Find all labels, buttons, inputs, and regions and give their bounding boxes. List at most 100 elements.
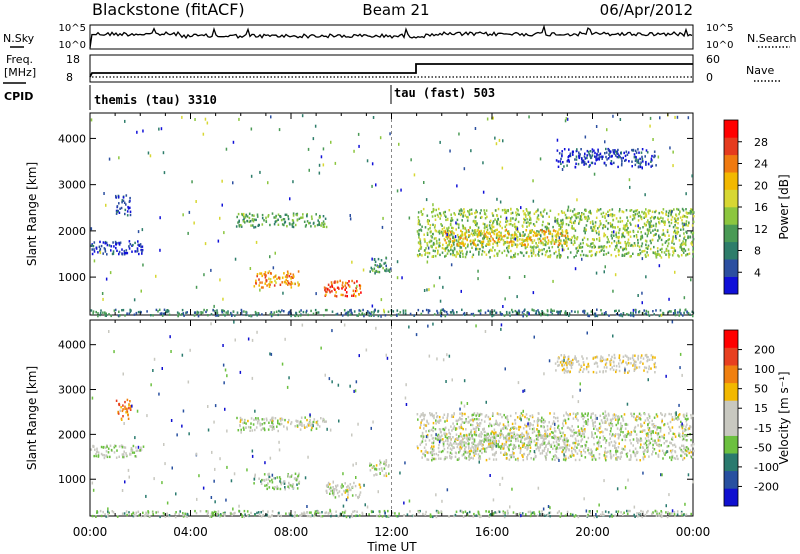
echo-cell (109, 444, 112, 447)
echo-cell (446, 237, 449, 240)
echo-cell (445, 241, 448, 244)
cpid-name-1: themis (tau) 3310 (94, 93, 217, 107)
echo-cell (646, 251, 648, 254)
echo-cell (255, 240, 258, 244)
echo-cell (659, 254, 661, 257)
echo-cell (535, 246, 537, 249)
echo-cell (669, 441, 671, 444)
echo-cell (636, 415, 638, 418)
echo-cell (296, 477, 299, 480)
echo-cell (292, 212, 295, 215)
echo-cell (557, 424, 560, 428)
echo-cell (574, 442, 577, 445)
echo-cell (476, 449, 479, 452)
echo-cell (505, 223, 508, 227)
echo-cell (594, 314, 596, 318)
echo-cell (419, 415, 422, 418)
echo-cell (525, 251, 528, 255)
echo-cell (489, 219, 492, 223)
echo-cell (565, 232, 568, 235)
echo-cell (301, 114, 304, 118)
echo-cell (591, 455, 593, 458)
echo-cell (647, 449, 649, 453)
echo-cell (455, 228, 457, 231)
echo-cell (469, 226, 471, 229)
echo-cell (385, 472, 387, 475)
echo-cell (690, 444, 693, 447)
echo-cell (590, 242, 592, 246)
echo-cell (521, 238, 524, 241)
echo-cell (622, 431, 624, 434)
echo-cell (504, 234, 506, 238)
echo-cell (274, 486, 276, 489)
echo-cell (516, 243, 519, 247)
echo-cell (471, 417, 474, 421)
echo-cell (495, 422, 497, 425)
echo-cell (499, 311, 502, 314)
echo-cell (626, 225, 628, 228)
echo-cell (594, 252, 597, 256)
echo-cell (578, 429, 580, 432)
echo-cell (457, 240, 460, 244)
echo-cell (671, 416, 674, 419)
echo-cell (426, 244, 429, 247)
echo-cell (667, 212, 670, 215)
echo-cell (633, 451, 635, 455)
echo-cell (507, 245, 510, 248)
echo-cell (549, 427, 552, 431)
echo-cell (96, 447, 98, 450)
echo-cell (634, 453, 636, 457)
echo-cell (624, 226, 626, 229)
echo-cell (328, 487, 331, 490)
echo-cell (370, 313, 372, 316)
echo-cell (435, 422, 437, 425)
echo-cell (275, 214, 277, 218)
echo-cell (591, 246, 593, 249)
echo-cell (515, 235, 518, 238)
echo-cell (408, 216, 411, 220)
echo-cell (595, 155, 597, 159)
echo-cell (456, 419, 459, 422)
echo-cell (614, 446, 616, 449)
echo-cell (347, 311, 349, 315)
echo-cell (117, 209, 119, 213)
echo-cell (435, 246, 437, 250)
echo-cell (643, 309, 645, 312)
echo-cell (450, 443, 453, 446)
echo-cell (513, 237, 515, 240)
echo-cell (487, 439, 490, 442)
echo-cell (217, 314, 219, 317)
echo-cell (589, 453, 592, 456)
echo-cell (326, 485, 328, 488)
echo-cell (264, 282, 266, 285)
echo-cell (680, 448, 683, 452)
echo-cell (568, 312, 571, 315)
echo-cell (141, 250, 143, 253)
echo-cell (419, 242, 422, 245)
echo-cell (540, 420, 543, 423)
echo-cell (510, 453, 513, 457)
echo-cell (437, 437, 439, 440)
echo-cell (195, 200, 197, 203)
echo-cell (461, 308, 463, 311)
echo-cell (126, 398, 129, 402)
echo-cell (312, 222, 315, 225)
echo-cell (644, 155, 646, 158)
echo-cell (93, 241, 96, 244)
echo-cell (506, 417, 508, 420)
echo-cell (130, 449, 133, 452)
echo-cell (643, 249, 646, 253)
echo-cell (380, 298, 383, 302)
echo-cell (451, 414, 453, 417)
echo-cell (138, 252, 140, 256)
echo-cell (511, 243, 513, 246)
echo-cell (609, 214, 612, 217)
echo-cell (221, 309, 223, 312)
echo-cell (691, 416, 693, 420)
echo-cell (580, 218, 583, 221)
echo-cell (423, 181, 425, 184)
echo-cell (540, 234, 542, 238)
echo-cell (450, 448, 453, 451)
echo-cell (562, 221, 564, 225)
echo-cell (572, 210, 574, 213)
